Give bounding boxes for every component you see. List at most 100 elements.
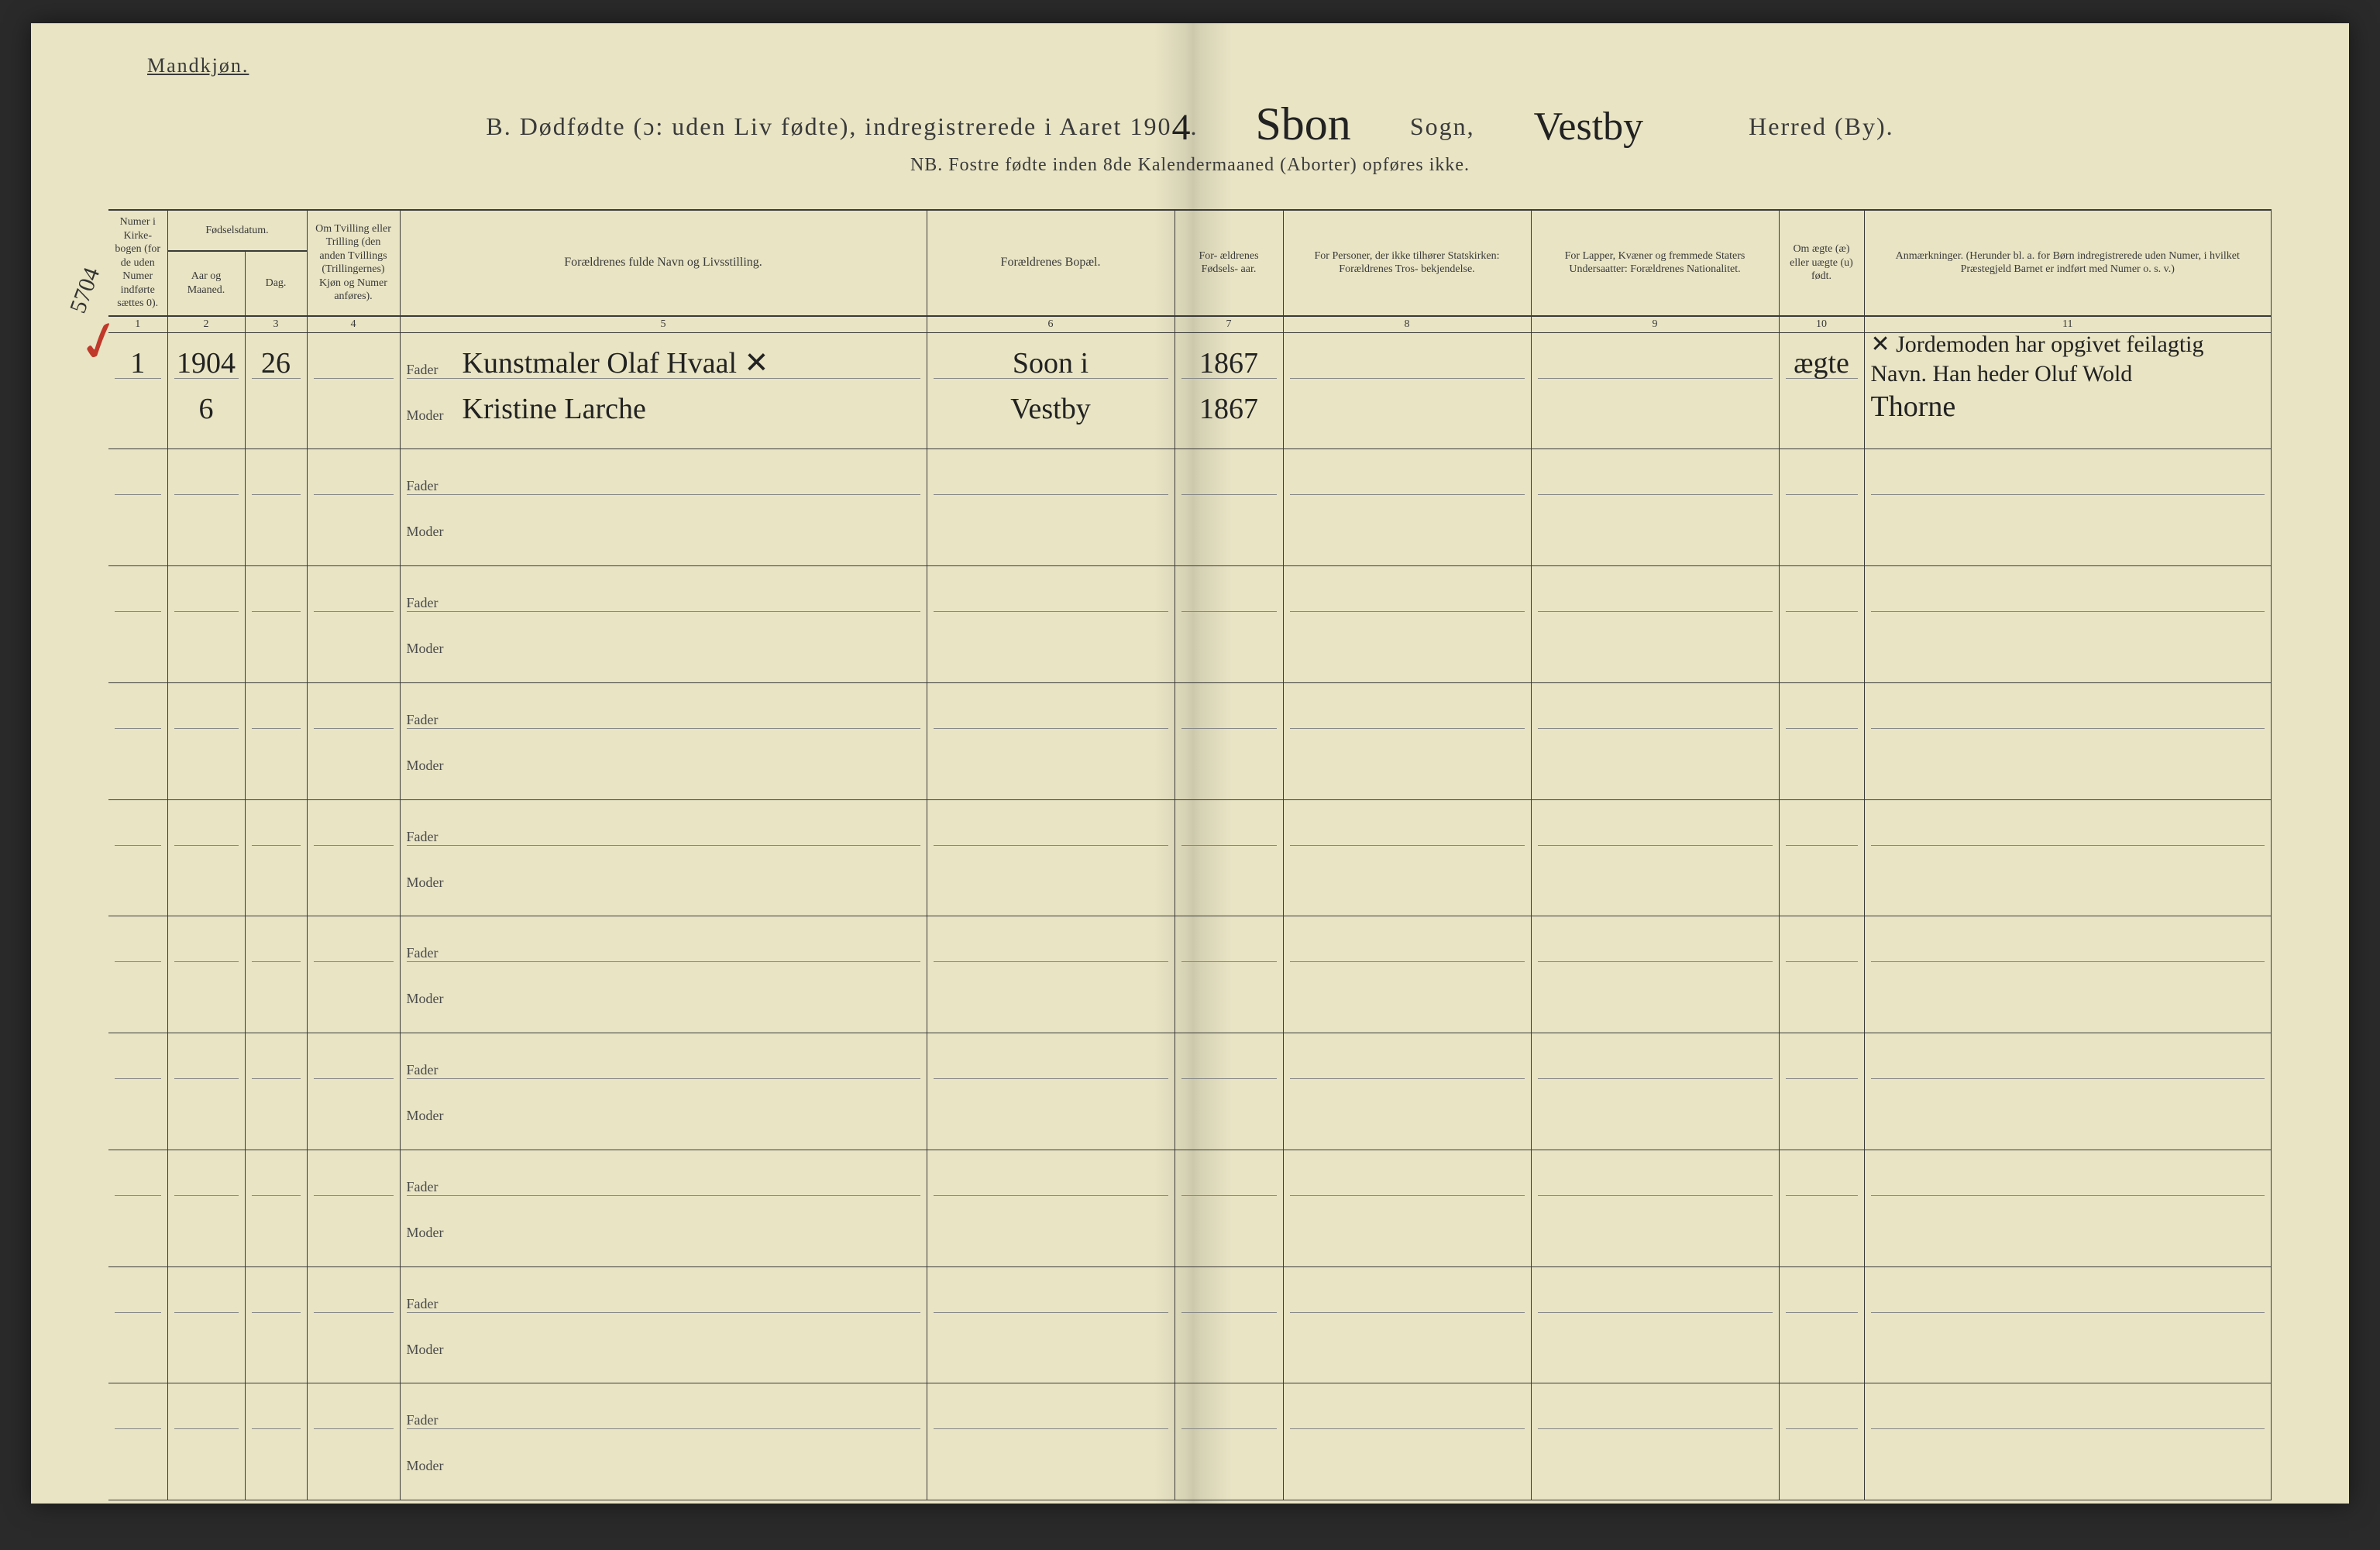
table-cell (167, 566, 245, 683)
table-cell (307, 332, 400, 449)
remarks-cell (1864, 799, 2272, 916)
col-6-header: Forældrenes Bopæl. (927, 211, 1175, 316)
table-cell (1283, 1266, 1531, 1383)
table-cell (108, 1383, 167, 1500)
table-cell (108, 1266, 167, 1383)
table-cell: 19046 (167, 332, 245, 449)
col-5-header: Forældrenes fulde Navn og Livsstilling. (400, 211, 927, 316)
parents-names-cell: FaderModer (400, 799, 927, 916)
table-cell (927, 566, 1175, 683)
remarks-cell (1864, 1150, 2272, 1266)
table-cell (245, 1266, 307, 1383)
table-cell (307, 1383, 400, 1500)
parents-names-cell: FaderModer (400, 566, 927, 683)
mother-label: Moder (407, 1458, 452, 1474)
father-label: Fader (407, 1296, 452, 1312)
table-cell (307, 566, 400, 683)
table-cell (1175, 1266, 1283, 1383)
mother-label: Moder (407, 524, 452, 540)
colnum-7: 7 (1175, 316, 1283, 333)
father-label: Fader (407, 829, 452, 845)
table-cell (108, 1150, 167, 1266)
table-cell (167, 449, 245, 566)
table-cell (1531, 1266, 1779, 1383)
mother-label: Moder (407, 1108, 452, 1124)
table-cell (1531, 799, 1779, 916)
table-cell: 1 (108, 332, 167, 449)
colnum-8: 8 (1283, 316, 1531, 333)
table-cell (245, 1150, 307, 1266)
father-label: Fader (407, 945, 452, 961)
colnum-9: 9 (1531, 316, 1779, 333)
colnum-3: 3 (245, 316, 307, 333)
table-cell (1283, 449, 1531, 566)
col-7-header: For- ældrenes Fødsels- aar. (1175, 211, 1283, 316)
col-3-header: Dag. (245, 251, 307, 316)
colnum-4: 4 (307, 316, 400, 333)
parents-names-cell: Fader Moder (400, 1383, 927, 1500)
table-cell (927, 1266, 1175, 1383)
mother-label: Moder (407, 407, 452, 424)
table-cell (167, 682, 245, 799)
table-cell (927, 916, 1175, 1033)
table-cell: 26 (245, 332, 307, 449)
herred-hw: Vestby (1534, 105, 1644, 149)
father-name: Kunstmaler Olaf Hvaal ✕ (463, 349, 769, 378)
register-table: Numer i Kirke- bogen (for de uden Numer … (108, 209, 2272, 1457)
table-row: FaderModer (108, 566, 2272, 683)
table-cell (1531, 682, 1779, 799)
table-cell (245, 799, 307, 916)
colnum-2: 2 (167, 316, 245, 333)
mother-label: Moder (407, 641, 452, 657)
table-cell (1175, 1383, 1283, 1500)
colnum-10: 10 (1779, 316, 1864, 333)
table-cell (1779, 916, 1864, 1033)
table-cell (1531, 1033, 1779, 1150)
parents-names-cell: FaderModer (400, 682, 927, 799)
table-cell: 18671867 (1175, 332, 1283, 449)
father-label: Fader (407, 478, 452, 494)
father-label: Fader (407, 1412, 452, 1428)
table-row: 11904626 Fader Kunstmaler Olaf Hvaal ✕ Mode… (108, 332, 2272, 449)
table-cell (1175, 1150, 1283, 1266)
table-cell (1283, 332, 1531, 449)
table-cell (1283, 1033, 1531, 1150)
table-cell (1531, 332, 1779, 449)
colnum-5: 5 (400, 316, 927, 333)
table-row: FaderModer (108, 799, 2272, 916)
table-cell (307, 449, 400, 566)
title-prefix: B. Dødfødte (ɔ: uden Liv fødte), indregi… (486, 112, 1171, 140)
table-cell (1779, 799, 1864, 916)
table-row: Fader Moder (108, 1266, 2272, 1383)
father-label: Fader (407, 1062, 452, 1078)
table-cell (167, 1150, 245, 1266)
table-cell (1779, 1033, 1864, 1150)
col-1-header: Numer i Kirke- bogen (for de uden Numer … (108, 211, 167, 316)
nb-line: NB. Fostre fødte inden 8de Kalendermaane… (31, 155, 2349, 176)
mother-name: Kristine Larche (463, 394, 646, 424)
father-label: Fader (407, 362, 452, 378)
mother-label: Moder (407, 1342, 452, 1358)
table-row: FaderModer (108, 1150, 2272, 1266)
table-cell (245, 682, 307, 799)
table-cell (1175, 566, 1283, 683)
table-cell (1779, 566, 1864, 683)
table-cell (307, 1266, 400, 1383)
table-cell (307, 799, 400, 916)
table-cell (1175, 799, 1283, 916)
herred-label: Herred (By). (1749, 112, 1893, 140)
table-cell (1779, 449, 1864, 566)
table-cell (245, 1033, 307, 1150)
remarks-cell (1864, 566, 2272, 683)
table-cell (307, 1033, 400, 1150)
table-cell (167, 1383, 245, 1500)
table-cell (245, 916, 307, 1033)
table-cell (1175, 449, 1283, 566)
table-cell (1779, 682, 1864, 799)
table-cell (1531, 1383, 1779, 1500)
table-cell (307, 916, 400, 1033)
table-cell (1531, 916, 1779, 1033)
column-number-row: 1 2 3 4 5 6 7 8 9 10 11 (108, 316, 2272, 333)
table-row: Fader Moder (108, 1033, 2272, 1150)
table-cell (108, 799, 167, 916)
